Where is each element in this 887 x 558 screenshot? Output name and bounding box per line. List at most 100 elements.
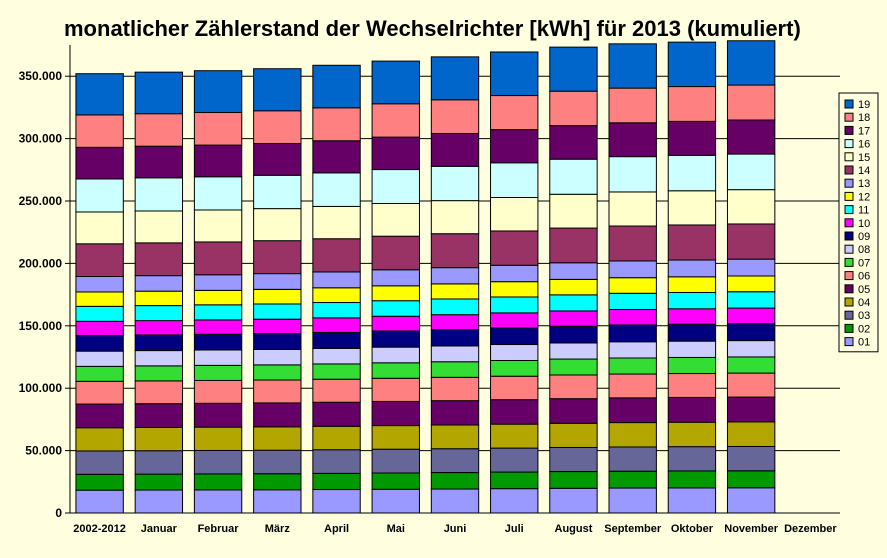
bar-segment-15 (75, 211, 124, 245)
x-tick-label: März (265, 523, 291, 535)
bar-segment-01 (371, 488, 420, 514)
legend-label-16: 16 (858, 139, 870, 151)
bar-segment-11 (667, 291, 717, 310)
legend-label-15: 15 (858, 152, 870, 164)
bar-segment-01 (193, 489, 243, 514)
legend-label-09: 09 (858, 231, 870, 243)
bar-segment-05 (371, 400, 420, 427)
bar-segment-13 (253, 273, 302, 290)
legend-label-12: 12 (858, 191, 870, 203)
bar-segment-12 (193, 289, 243, 306)
legend-swatch-10 (844, 218, 854, 228)
bar-segment-14 (490, 230, 539, 266)
bar-segment-04 (193, 426, 243, 451)
legend-label-19: 19 (858, 99, 870, 111)
bar-segment-05 (726, 396, 776, 423)
bar-segment-08 (371, 346, 420, 364)
bar-segment-04 (371, 425, 420, 450)
bar-segment-09 (726, 323, 776, 342)
legend-swatch-11 (844, 205, 854, 215)
legend-swatch-04 (844, 297, 854, 307)
bar-segment-06 (312, 378, 361, 403)
bar-segment-08 (667, 340, 717, 358)
bar-segment-11 (312, 302, 361, 319)
bar-segment-03 (371, 448, 420, 474)
bar-segment-15 (193, 209, 243, 243)
bar-segment-18 (549, 90, 598, 127)
bar-segment-09 (490, 327, 539, 346)
bar-segment-04 (490, 423, 539, 449)
bar-segment-19 (726, 40, 776, 86)
legend-label-03: 03 (858, 310, 870, 322)
bar-segment-08 (253, 348, 302, 366)
bar-segment-03 (193, 449, 243, 475)
bar-segment-16 (193, 176, 243, 211)
bar-segment-10 (430, 314, 480, 331)
bar-segment-06 (193, 379, 243, 404)
bar-segment-09 (253, 333, 302, 350)
bar-segment-03 (253, 449, 302, 475)
bar-segment-14 (253, 240, 302, 275)
bar-segment-06 (430, 376, 480, 402)
bar-segment-10 (134, 320, 184, 336)
bar-segment-08 (549, 342, 598, 360)
bar-segment-19 (312, 64, 361, 109)
bar-segment-10 (75, 320, 124, 337)
x-tick-label: Juni (444, 523, 467, 535)
bar-segment-17 (549, 125, 598, 160)
legend-label-04: 04 (858, 297, 870, 309)
bar-segment-12 (726, 275, 776, 293)
bar-segment-06 (490, 375, 539, 401)
bar-segment-16 (134, 177, 184, 212)
legend-swatch-13 (844, 178, 854, 188)
bar-segment-11 (75, 305, 124, 322)
bar-segment-04 (549, 422, 598, 448)
bar-segment-16 (726, 153, 776, 191)
bar-segment-02 (667, 470, 717, 489)
bar-segment-04 (75, 427, 124, 452)
legend-label-07: 07 (858, 257, 870, 269)
bar-segment-14 (667, 224, 717, 261)
bar-segment-15 (134, 210, 184, 244)
bar-segment-08 (608, 341, 657, 359)
bar-segment-19 (253, 68, 302, 112)
bar-segment-10 (726, 307, 776, 325)
bar-segment-10 (193, 319, 243, 335)
bar-segment-10 (549, 310, 598, 327)
x-tick-label: Oktober (671, 523, 714, 535)
bar-segment-15 (253, 208, 302, 242)
y-tick-label: 350.000 (19, 69, 63, 83)
bar-segment-07 (312, 363, 361, 380)
bar-segment-17 (726, 119, 776, 155)
bar-segment-07 (253, 364, 302, 381)
bar-segment-05 (253, 402, 302, 428)
bar-segment-16 (430, 165, 480, 202)
bar-segment-19 (75, 73, 124, 116)
bar-segment-13 (490, 264, 539, 283)
bar-segment-11 (490, 296, 539, 314)
bar-segment-02 (253, 473, 302, 491)
bar-segment-19 (490, 51, 539, 97)
bar-segment-07 (371, 362, 420, 379)
y-tick-label: 200.000 (19, 256, 63, 270)
bar-segment-17 (253, 142, 302, 176)
bar-segment-02 (608, 470, 657, 489)
bar-segment-17 (608, 122, 657, 158)
bar-segment-04 (312, 425, 361, 451)
bar-segment-02 (490, 471, 539, 490)
bar-segment-12 (134, 290, 184, 307)
bar-segment-09 (549, 325, 598, 344)
bar-segment-06 (549, 374, 598, 400)
bar-segment-16 (312, 172, 361, 207)
bar-segment-04 (726, 421, 776, 447)
legend-swatch-15 (844, 152, 854, 162)
bar-segment-13 (726, 258, 776, 277)
bar-segment-03 (312, 449, 361, 474)
legend-swatch-01 (844, 337, 854, 347)
legend-label-13: 13 (858, 178, 870, 190)
x-tick-label: Dezember (784, 523, 837, 535)
bar-segment-19 (193, 70, 243, 114)
bar-segment-11 (134, 305, 184, 322)
y-tick-label: 150.000 (19, 319, 63, 333)
legend-swatch-03 (844, 310, 854, 320)
